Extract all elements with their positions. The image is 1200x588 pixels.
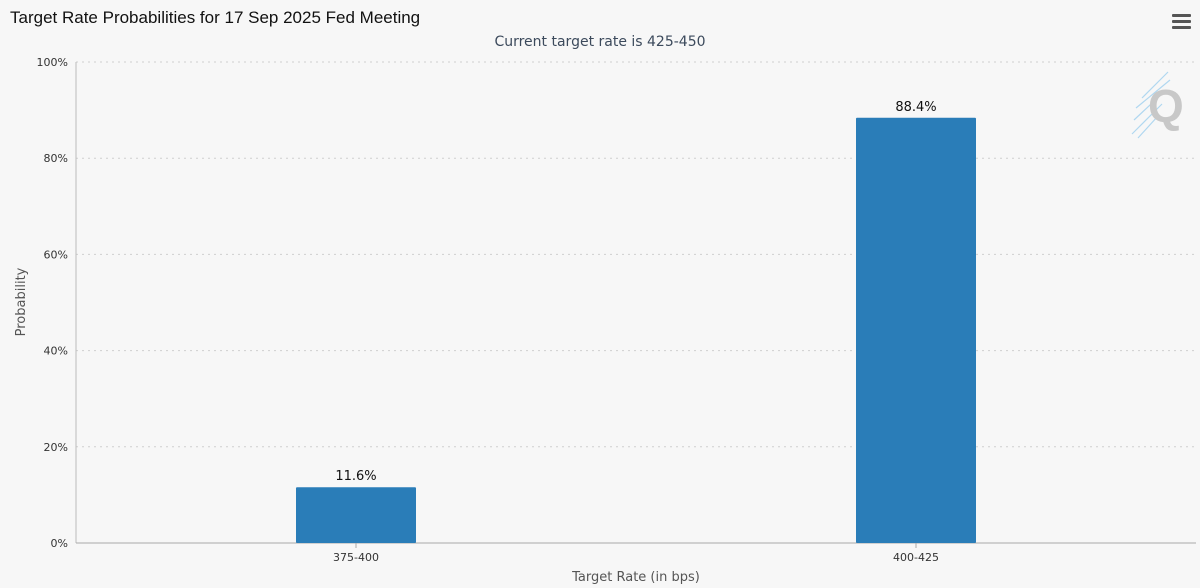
svg-text:Q: Q (1148, 80, 1184, 132)
hamburger-menu-icon[interactable] (1172, 14, 1191, 30)
bar[interactable] (296, 487, 416, 543)
x-tick-label: 400-425 (893, 551, 939, 564)
y-axis-title: Probability (14, 267, 29, 336)
bar-series: 11.6% 88.4% (296, 100, 976, 544)
x-tick-label: 375-400 (333, 551, 379, 564)
y-tick-label: 60% (44, 248, 68, 261)
x-axis-title: Target Rate (in bps) (571, 570, 700, 585)
q-logo-icon: Q (1128, 68, 1188, 140)
chart-subtitle: Current target rate is 425-450 (494, 34, 706, 50)
y-tick-label: 80% (44, 152, 68, 165)
chart-title: Target Rate Probabilities for 17 Sep 202… (10, 8, 421, 27)
y-tick-label: 0% (51, 537, 68, 550)
grid-lines (76, 61, 1196, 448)
bar[interactable] (856, 117, 976, 544)
axes: 0% 20% 40% 60% 80% 100% 375-400 400-425 (37, 56, 1196, 564)
y-tick-label: 100% (37, 56, 68, 69)
bar-value-label: 88.4% (895, 100, 936, 115)
y-tick-label: 40% (44, 345, 68, 358)
bar-value-label: 11.6% (335, 469, 376, 484)
y-tick-label: 20% (44, 441, 68, 454)
